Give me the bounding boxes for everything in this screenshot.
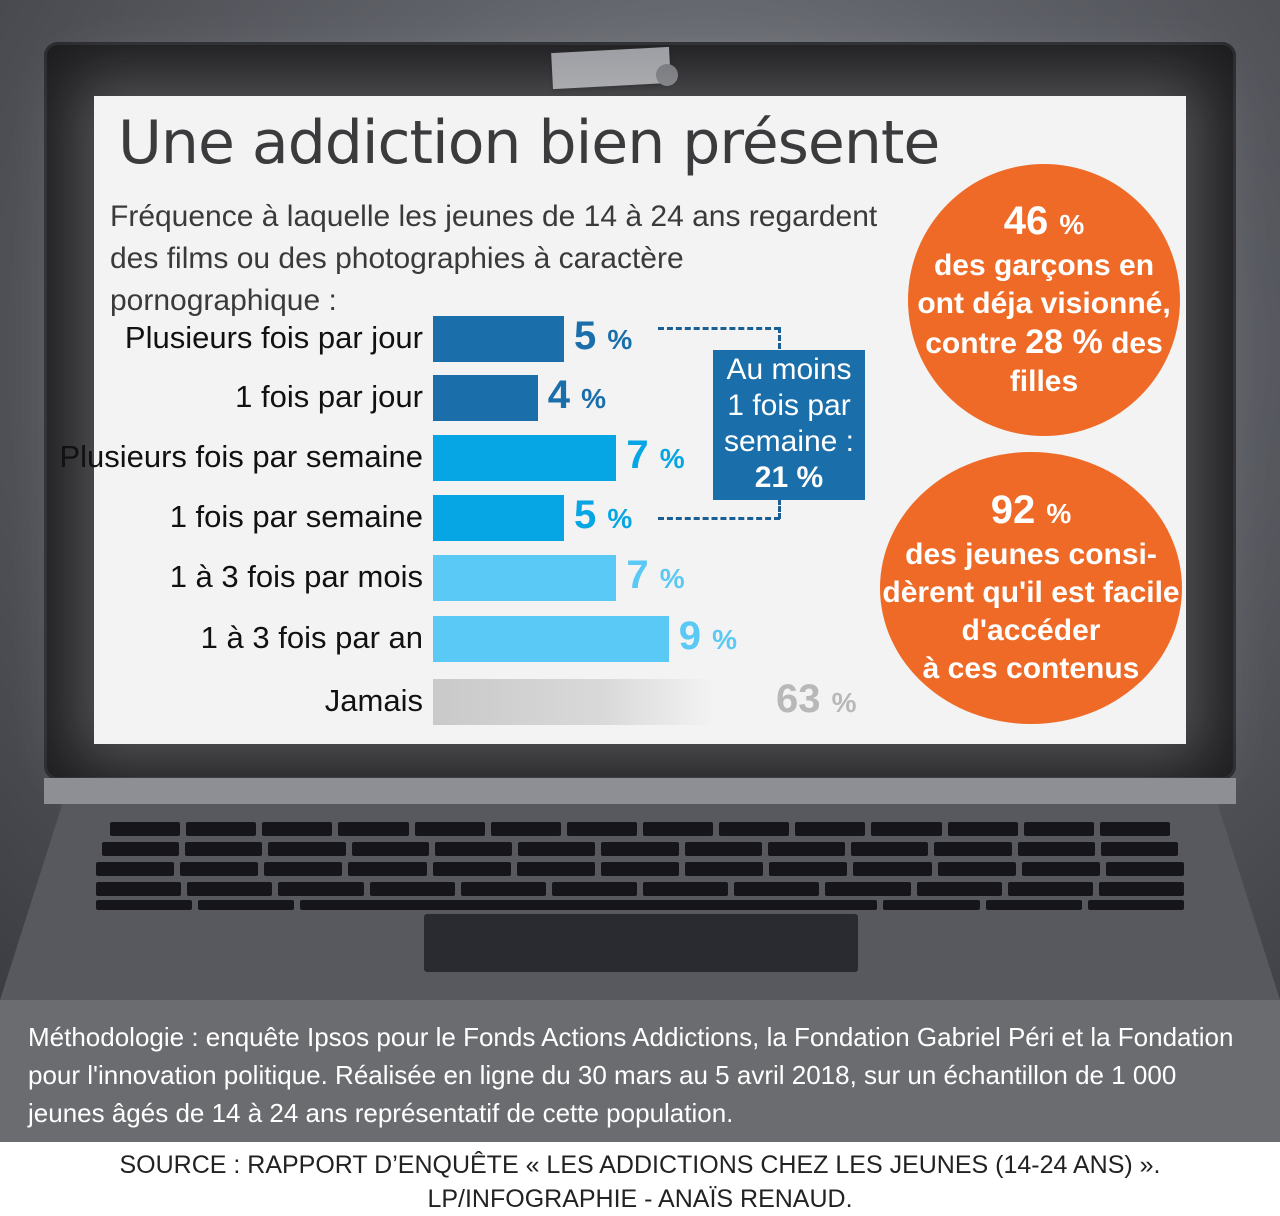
methodology-panel: Méthodologie : enquête Ipsos pour le Fon… [0, 1000, 1280, 1142]
value-unit: % [659, 563, 685, 594]
boys-stat-value: 46 % [908, 199, 1180, 247]
trackpad [424, 914, 858, 972]
value-label: 63 % [776, 677, 857, 722]
weekly-box-line: Au moins [726, 353, 852, 386]
girls-stat-value: 28 % [1025, 323, 1103, 361]
value-unit: % [607, 324, 633, 355]
category-label: 1 à 3 fois par mois [169, 559, 423, 594]
category-label: Plusieurs fois par jour [124, 320, 423, 355]
value-number: 5 [574, 493, 608, 537]
value-number: 63 [776, 677, 832, 721]
chart-title: Une addiction bien présente [118, 108, 940, 178]
boys-stat-line: contre 28 % des [908, 323, 1180, 363]
value-number: 4 [547, 373, 582, 417]
category-label: 1 fois par jour [235, 379, 423, 414]
bar [433, 375, 538, 421]
bracket-top-line [658, 327, 780, 330]
chart-subtitle: Fréquence à laquelle les jeunes de 14 à … [110, 200, 878, 317]
bracket-top-connector [778, 327, 781, 349]
bracket-bottom-connector [778, 499, 781, 519]
boys-stat-text: des [1111, 327, 1163, 360]
value-unit: % [659, 443, 685, 474]
value-number: 7 [626, 433, 660, 477]
source-credit: SOURCE : RAPPORT D’ENQUÊTE « LES ADDICTI… [0, 1148, 1280, 1216]
access-stat-line: dèrent qu'il est facile [882, 576, 1180, 609]
boys-stat-unit: % [1059, 209, 1085, 240]
value-label: 7 % [626, 433, 684, 478]
value-unit: % [581, 383, 607, 414]
credit-line: LP/INFOGRAPHIE - ANAÏS RENAUD. [427, 1185, 853, 1213]
category-label: 1 à 3 fois par an [200, 620, 423, 655]
bar [433, 616, 669, 662]
bar [433, 679, 715, 725]
value-label: 5 % [574, 493, 632, 538]
webcam-icon [656, 64, 678, 86]
value-label: 9 % [679, 614, 737, 659]
value-number: 9 [678, 614, 713, 658]
methodology-text: Méthodologie : enquête Ipsos pour le Fon… [28, 1022, 1234, 1128]
access-stat-line: à ces contenus [922, 652, 1140, 685]
weekly-total-box: Au moins 1 fois par semaine : 21 % [713, 350, 865, 500]
key-row [96, 882, 1185, 896]
value-number: 7 [626, 553, 660, 597]
access-stat-line: d'accéder [961, 614, 1101, 647]
value-unit: % [831, 687, 857, 718]
category-label: Jamais [324, 683, 423, 718]
value-label: 4 % [548, 373, 606, 418]
key-row [102, 842, 1179, 856]
boys-stat-number: 46 [1003, 199, 1049, 243]
access-stat-number: 92 [990, 488, 1036, 532]
value-label: 5 % [574, 314, 632, 359]
category-label: 1 fois par semaine [169, 499, 423, 534]
key-row [96, 900, 1185, 910]
bar [433, 555, 617, 601]
bar [433, 435, 617, 481]
bar [433, 495, 564, 541]
value-number: 5 [574, 314, 608, 358]
access-stat-value: 92 % [880, 488, 1182, 536]
tape-over-camera [551, 46, 671, 90]
bar [433, 316, 564, 362]
laptop-hinge [44, 778, 1236, 804]
weekly-box-line: semaine : [723, 425, 855, 458]
value-label: 7 % [626, 553, 684, 598]
boys-stat-line: filles [1009, 365, 1079, 398]
boys-stat-circle: 46 % des garçons en ont déja visionné, c… [908, 164, 1180, 436]
key-row [96, 862, 1185, 876]
boys-stat-text: contre [925, 327, 1017, 360]
keyboard [96, 822, 1185, 912]
key-row [110, 822, 1170, 836]
source-line: SOURCE : RAPPORT D’ENQUÊTE « LES ADDICTI… [119, 1151, 1161, 1179]
access-stat-line: des jeunes consi- [905, 538, 1157, 571]
weekly-box-line: 1 fois par [727, 389, 851, 422]
access-stat-circle: 92 % des jeunes consi- dèrent qu'il est … [880, 452, 1182, 724]
value-unit: % [712, 624, 738, 655]
value-unit: % [607, 503, 633, 534]
category-label: Plusieurs fois par semaine [59, 439, 423, 474]
bracket-bottom-line [658, 517, 780, 520]
boys-stat-line: ont déja visionné, [917, 287, 1171, 320]
access-stat-unit: % [1046, 498, 1072, 529]
boys-stat-line: des garçons en [933, 249, 1155, 282]
weekly-box-value: 21 % [754, 461, 824, 494]
